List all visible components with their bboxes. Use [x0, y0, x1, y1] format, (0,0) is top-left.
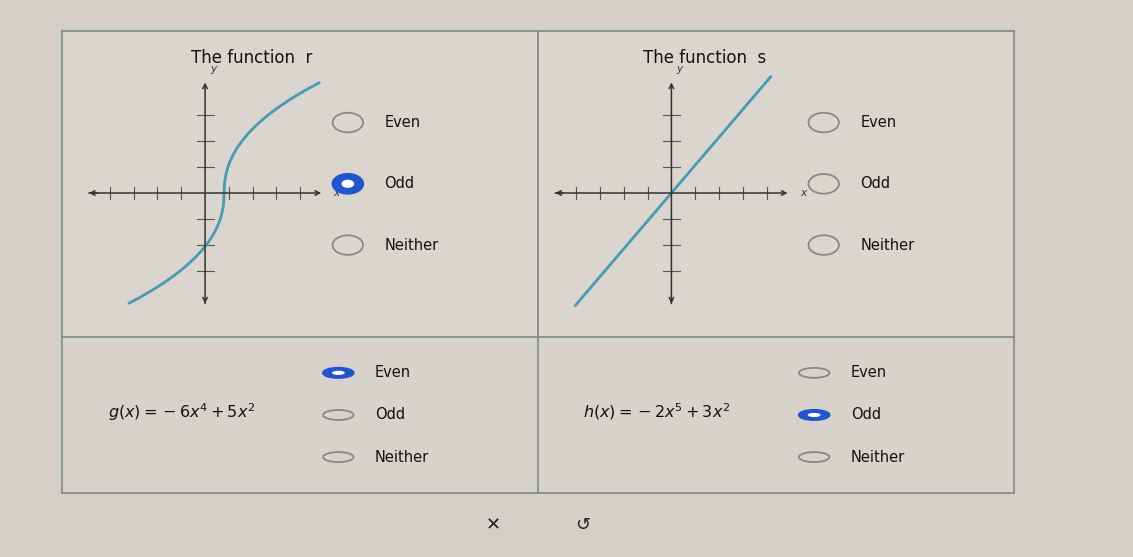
Circle shape — [799, 410, 829, 420]
Text: Even: Even — [384, 115, 420, 130]
Text: Odd: Odd — [384, 177, 415, 191]
Text: Even: Even — [860, 115, 896, 130]
Text: Odd: Odd — [860, 177, 891, 191]
Text: y: y — [210, 63, 216, 74]
Text: Even: Even — [851, 365, 887, 380]
Text: Odd: Odd — [375, 408, 406, 422]
Circle shape — [341, 180, 355, 188]
Text: The function  s: The function s — [642, 49, 766, 67]
Circle shape — [323, 368, 353, 378]
Text: x: x — [333, 188, 340, 198]
Text: ✕: ✕ — [486, 516, 501, 534]
Text: Neither: Neither — [860, 238, 914, 252]
Circle shape — [808, 413, 820, 417]
Circle shape — [333, 174, 363, 194]
Text: y: y — [676, 63, 682, 74]
Text: $h\left(x\right)=-2x^5+3x^2$: $h\left(x\right)=-2x^5+3x^2$ — [583, 402, 731, 422]
Text: x: x — [800, 188, 806, 198]
Text: Odd: Odd — [851, 408, 881, 422]
Text: ↺: ↺ — [576, 516, 590, 534]
Text: Neither: Neither — [384, 238, 438, 252]
Text: Neither: Neither — [375, 449, 429, 465]
Text: Even: Even — [375, 365, 411, 380]
Circle shape — [332, 371, 344, 375]
Text: Neither: Neither — [851, 449, 905, 465]
Text: $g\left(x\right)=-6x^4+5x^2$: $g\left(x\right)=-6x^4+5x^2$ — [108, 401, 255, 423]
Text: The function  r: The function r — [190, 49, 313, 67]
